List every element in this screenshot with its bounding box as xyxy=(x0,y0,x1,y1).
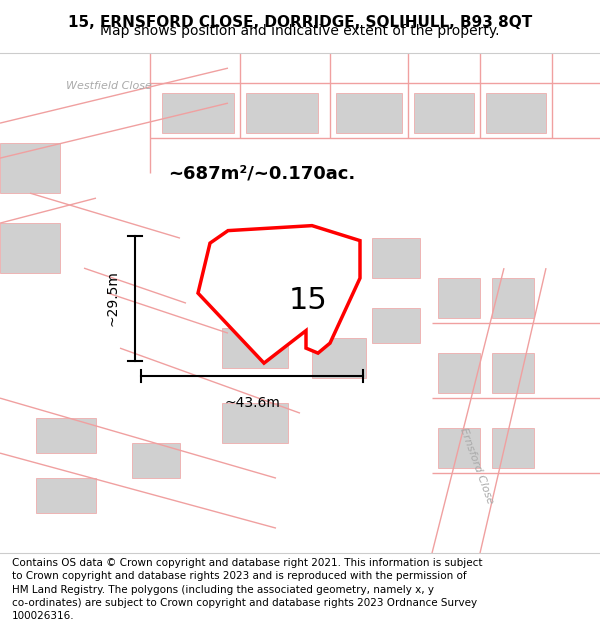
Text: 15, ERNSFORD CLOSE, DORRIDGE, SOLIHULL, B93 8QT: 15, ERNSFORD CLOSE, DORRIDGE, SOLIHULL, … xyxy=(68,15,532,30)
Text: Westfield Close: Westfield Close xyxy=(66,81,152,91)
Text: ~687m²/~0.170ac.: ~687m²/~0.170ac. xyxy=(168,164,355,182)
Text: HM Land Registry. The polygons (including the associated geometry, namely x, y: HM Land Registry. The polygons (includin… xyxy=(12,585,434,595)
Bar xyxy=(162,93,234,133)
Bar xyxy=(486,93,546,133)
Text: ~43.6m: ~43.6m xyxy=(224,396,280,409)
Text: 100026316.: 100026316. xyxy=(12,611,74,621)
Text: Map shows position and indicative extent of the property.: Map shows position and indicative extent… xyxy=(100,24,500,38)
Bar xyxy=(312,338,366,378)
Bar xyxy=(372,238,420,278)
Bar xyxy=(0,143,60,193)
Bar xyxy=(414,93,474,133)
Bar xyxy=(36,418,96,453)
Bar xyxy=(492,428,534,468)
Bar xyxy=(132,443,180,478)
Bar xyxy=(372,308,420,343)
Bar xyxy=(246,93,318,133)
Bar xyxy=(336,93,402,133)
Bar xyxy=(36,478,96,513)
Bar xyxy=(492,353,534,393)
Text: ~29.5m: ~29.5m xyxy=(106,270,120,326)
Bar xyxy=(438,428,480,468)
Bar xyxy=(222,328,288,368)
Bar xyxy=(222,403,288,443)
Text: co-ordinates) are subject to Crown copyright and database rights 2023 Ordnance S: co-ordinates) are subject to Crown copyr… xyxy=(12,598,477,608)
Text: to Crown copyright and database rights 2023 and is reproduced with the permissio: to Crown copyright and database rights 2… xyxy=(12,571,467,581)
Bar xyxy=(438,278,480,318)
Bar xyxy=(0,223,60,273)
Text: Contains OS data © Crown copyright and database right 2021. This information is : Contains OS data © Crown copyright and d… xyxy=(12,558,482,568)
Bar xyxy=(492,278,534,318)
Bar xyxy=(438,353,480,393)
Text: Ernsford Close: Ernsford Close xyxy=(458,426,496,505)
Polygon shape xyxy=(198,226,360,363)
Text: 15: 15 xyxy=(289,286,328,315)
